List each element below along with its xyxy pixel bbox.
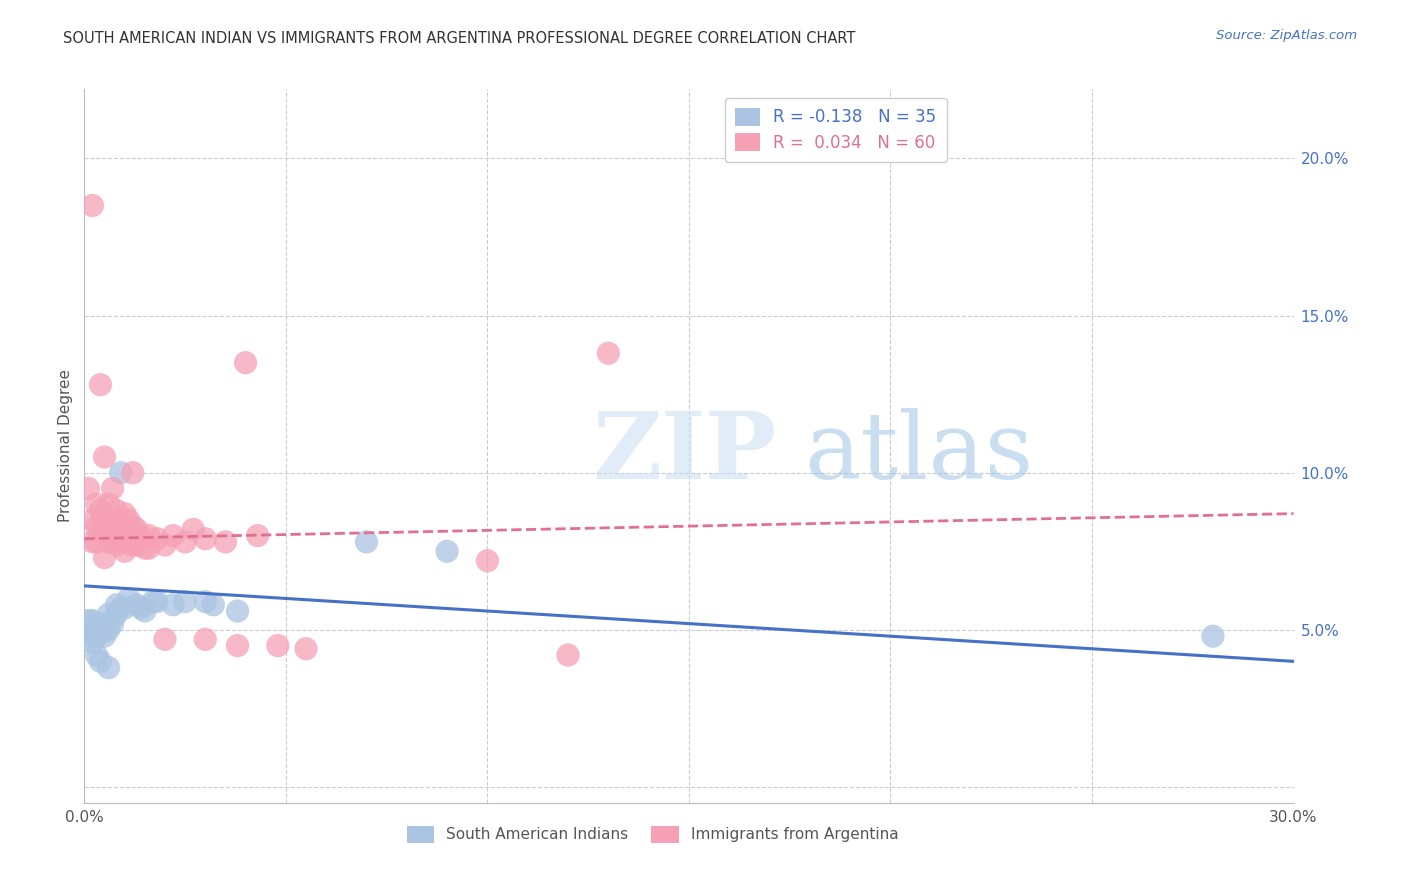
Point: [86, 497, 108, 511]
Point: [93, 450, 115, 464]
Point: [146, 594, 169, 608]
Point: [105, 598, 128, 612]
Point: [89, 377, 111, 392]
Point: [82, 614, 104, 628]
Point: [1202, 629, 1225, 643]
Point: [101, 482, 124, 496]
Point: [77, 623, 100, 637]
Point: [174, 594, 197, 608]
Point: [295, 641, 318, 656]
Point: [77, 629, 100, 643]
Point: [77, 482, 100, 496]
Point: [125, 522, 148, 536]
Point: [436, 544, 458, 558]
Point: [174, 534, 197, 549]
Point: [114, 600, 136, 615]
Point: [93, 513, 115, 527]
Point: [86, 620, 108, 634]
Point: [118, 532, 141, 546]
Point: [97, 607, 120, 622]
Point: [194, 532, 217, 546]
Point: [235, 356, 257, 370]
Point: [101, 616, 124, 631]
Point: [101, 534, 124, 549]
Point: [125, 538, 148, 552]
Point: [162, 598, 184, 612]
Point: [477, 554, 499, 568]
Point: [105, 503, 128, 517]
Point: [93, 629, 115, 643]
Point: [105, 607, 128, 622]
Point: [110, 513, 132, 527]
Point: [82, 635, 104, 649]
Point: [153, 538, 176, 552]
Point: [125, 598, 148, 612]
Point: [114, 528, 136, 542]
Point: [97, 623, 120, 637]
Point: [82, 534, 104, 549]
Point: [82, 623, 104, 637]
Point: [162, 528, 184, 542]
Legend: South American Indians, Immigrants from Argentina: South American Indians, Immigrants from …: [401, 820, 905, 848]
Point: [246, 528, 269, 542]
Point: [121, 466, 143, 480]
Point: [86, 534, 108, 549]
Point: [129, 600, 152, 615]
Point: [194, 594, 217, 608]
Point: [214, 534, 236, 549]
Point: [89, 503, 111, 517]
Point: [89, 654, 111, 668]
Point: [101, 519, 124, 533]
Point: [82, 513, 104, 527]
Point: [105, 522, 128, 536]
Text: ZIP: ZIP: [592, 409, 776, 498]
Point: [138, 528, 160, 542]
Point: [356, 534, 378, 549]
Point: [226, 604, 249, 618]
Point: [557, 648, 579, 662]
Point: [86, 629, 108, 643]
Point: [146, 532, 169, 546]
Point: [86, 519, 108, 533]
Point: [138, 541, 160, 556]
Point: [134, 541, 156, 556]
Point: [598, 346, 620, 360]
Point: [194, 632, 217, 647]
Point: [93, 528, 115, 542]
Point: [110, 600, 132, 615]
Point: [97, 513, 120, 527]
Point: [142, 594, 165, 608]
Point: [89, 626, 111, 640]
Point: [77, 614, 100, 628]
Point: [82, 198, 104, 212]
Y-axis label: Professional Degree: Professional Degree: [58, 369, 73, 523]
Point: [93, 620, 115, 634]
Point: [226, 639, 249, 653]
Point: [118, 591, 141, 606]
Point: [118, 513, 141, 527]
Point: [105, 538, 128, 552]
Point: [110, 532, 132, 546]
Point: [267, 639, 290, 653]
Point: [110, 466, 132, 480]
Point: [97, 660, 120, 674]
Point: [86, 648, 108, 662]
Point: [114, 544, 136, 558]
Text: Source: ZipAtlas.com: Source: ZipAtlas.com: [1216, 29, 1357, 42]
Point: [93, 550, 115, 565]
Point: [121, 519, 143, 533]
Point: [89, 616, 111, 631]
Point: [153, 632, 176, 647]
Point: [202, 598, 225, 612]
Point: [129, 528, 152, 542]
Point: [134, 604, 156, 618]
Point: [97, 497, 120, 511]
Point: [181, 522, 204, 536]
Text: SOUTH AMERICAN INDIAN VS IMMIGRANTS FROM ARGENTINA PROFESSIONAL DEGREE CORRELATI: SOUTH AMERICAN INDIAN VS IMMIGRANTS FROM…: [63, 31, 856, 46]
Point: [121, 538, 143, 552]
Point: [114, 507, 136, 521]
Point: [97, 534, 120, 549]
Text: atlas: atlas: [804, 409, 1033, 498]
Point: [89, 522, 111, 536]
